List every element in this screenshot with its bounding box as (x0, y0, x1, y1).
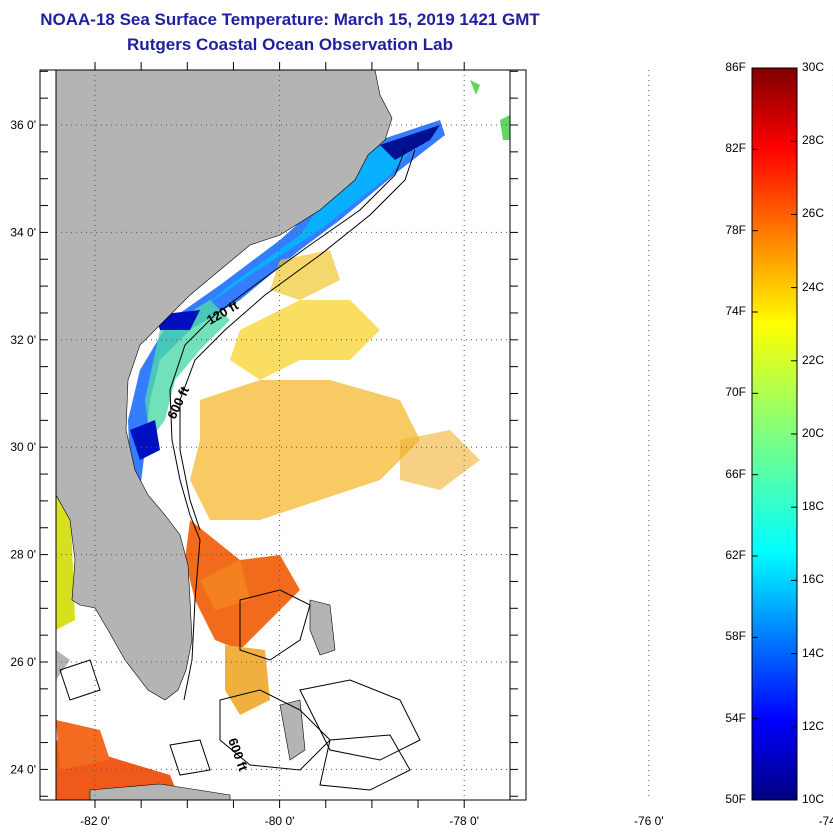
latitude-label: 28 0' (10, 548, 36, 562)
colorbar-celsius-label: 14C (802, 645, 825, 660)
colorbar-fahrenheit-label: 58F (725, 629, 746, 644)
colorbar-fahrenheit-label: 70F (725, 385, 746, 400)
land-mass (56, 70, 393, 701)
colorbar (751, 67, 798, 801)
latitude-label: 34 0' (10, 225, 36, 239)
colorbar-celsius-label: 22C (802, 352, 825, 367)
colorbar-fahrenheit-label: 66F (725, 466, 746, 481)
colorbar-celsius-label: 26C (802, 206, 825, 221)
colorbar-fahrenheit-label: 54F (725, 710, 746, 725)
longitude-label: -74 0' (819, 814, 833, 828)
colorbar-celsius-label: 24C (802, 279, 825, 294)
longitude-label: -76 0' (634, 814, 664, 828)
graticule (40, 62, 833, 808)
longitude-label: -78 0' (449, 814, 479, 828)
longitude-label: -80 0' (265, 814, 295, 828)
latitude-label: 36 0' (10, 118, 36, 132)
map-subtitle: Rutgers Coastal Ocean Observation Lab (127, 35, 453, 54)
colorbar-celsius-label: 18C (802, 499, 825, 514)
latitude-label: 26 0' (10, 655, 36, 669)
colorbar-celsius-label: 16C (802, 572, 825, 587)
colorbar-fahrenheit-label: 78F (725, 222, 746, 237)
latitude-label: 32 0' (10, 333, 36, 347)
colorbar-celsius-label: 20C (802, 426, 825, 440)
colorbar-celsius-label: 12C (802, 718, 825, 733)
map-outer-frame (39, 69, 527, 801)
colorbar-celsius-label: 10C (802, 792, 825, 806)
colorbar-celsius-label: 30C (802, 60, 825, 74)
latitude-label: 30 0' (10, 440, 36, 454)
map-title: NOAA-18 Sea Surface Temperature: March 1… (40, 10, 540, 29)
longitude-label: -82 0' (80, 814, 110, 828)
colorbar-fahrenheit-label: 62F (725, 548, 746, 562)
colorbar-fahrenheit-label: 50F (725, 792, 746, 806)
colorbar-fahrenheit-label: 74F (725, 304, 746, 318)
colorbar-celsius-label: 28C (802, 133, 825, 148)
colorbar-fahrenheit-label: 82F (725, 141, 746, 156)
colorbar-fahrenheit-label: 86F (725, 60, 746, 74)
latitude-label: 24 0' (10, 762, 36, 776)
